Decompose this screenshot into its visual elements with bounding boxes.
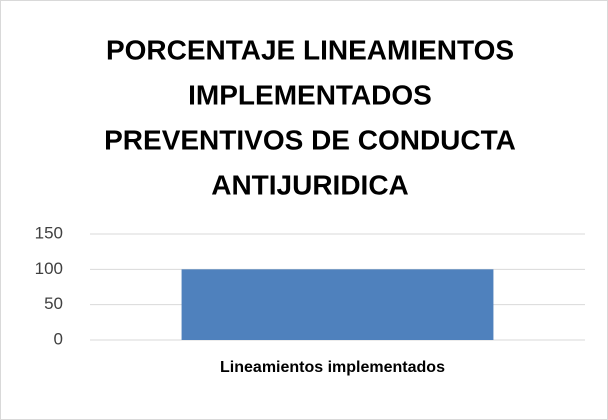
chart-title: ANTIJURIDICA (211, 169, 409, 200)
chart-title: PORCENTAJE LINEAMIENTOS (106, 34, 514, 65)
bar (181, 269, 494, 340)
y-tick-label: 150 (35, 223, 63, 242)
y-tick-label: 50 (44, 294, 63, 313)
y-tick-label: 0 (54, 329, 63, 348)
x-tick-label: Lineamientos implementados (220, 359, 445, 376)
chart-title: PREVENTIVOS DE CONDUCTA (104, 124, 516, 155)
chart-title: IMPLEMENTADOS (188, 79, 432, 110)
y-tick-label: 100 (35, 259, 63, 278)
